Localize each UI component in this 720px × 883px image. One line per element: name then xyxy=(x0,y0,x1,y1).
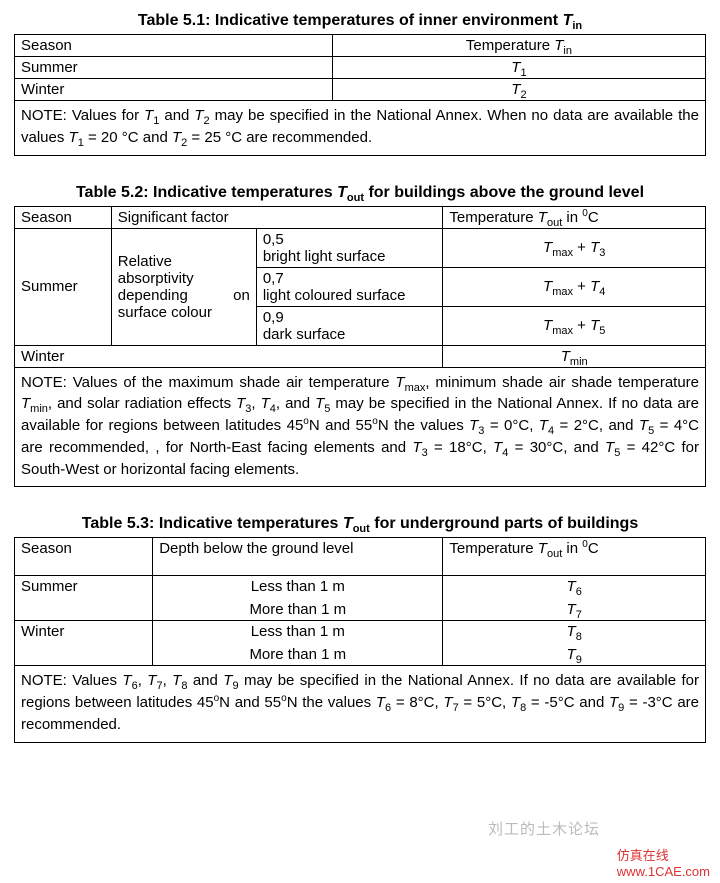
t2-v3: Tmax + T5 xyxy=(443,306,706,345)
t3-d2: Less than 1 m More than 1 m xyxy=(153,621,443,666)
t2-r2: 0,7light coloured surface xyxy=(256,267,443,306)
table2-title: Table 5.2: Indicative temperatures Tout … xyxy=(14,184,706,202)
t3-v2: T8 T9 xyxy=(443,621,706,666)
t2-r3: 0,9dark surface xyxy=(256,306,443,345)
t2-note: NOTE: Values of the maximum shade air te… xyxy=(15,367,706,487)
t1-h1: Season xyxy=(15,35,333,57)
table1-title: Table 5.1: Indicative temperatures of in… xyxy=(14,12,706,30)
t2-r1: 0,5bright light surface xyxy=(256,228,443,267)
t1-note: NOTE: Values for T1 and T2 may be specif… xyxy=(15,101,706,156)
t3-h2: Depth below the ground level xyxy=(153,538,443,576)
t2-summer: Summer xyxy=(15,228,112,345)
watermark-gray: 刘工的土木论坛 xyxy=(488,818,600,839)
t3-winter: Winter xyxy=(15,621,153,666)
t2-v2: Tmax + T4 xyxy=(443,267,706,306)
table2: Season Significant factor Temperature To… xyxy=(14,206,706,488)
t3-v1: T6 T7 xyxy=(443,576,706,621)
t3-h1: Season xyxy=(15,538,153,576)
t1-r1c1: Summer xyxy=(15,57,333,79)
table3: Season Depth below the ground level Temp… xyxy=(14,537,706,742)
t1-r2c1: Winter xyxy=(15,79,333,101)
t3-note: NOTE: Values T6, T7, T8 and T9 may be sp… xyxy=(15,666,706,742)
t1-h2: Temperature Tin xyxy=(332,35,705,57)
t2-vw: Tmin xyxy=(443,345,706,367)
t3-h3: Temperature Tout in 0C xyxy=(443,538,706,576)
t2-h3: Temperature Tout in 0C xyxy=(443,206,706,228)
t3-summer: Summer xyxy=(15,576,153,621)
watermark-red: 仿真在线www.1CAE.com xyxy=(617,845,710,879)
t3-d1: Less than 1 m More than 1 m xyxy=(153,576,443,621)
t2-winter: Winter xyxy=(15,345,443,367)
table1: Season Temperature Tin Summer T1 Winter … xyxy=(14,34,706,156)
t2-h1: Season xyxy=(15,206,112,228)
t1-r1c2: T1 xyxy=(332,57,705,79)
t1-r2c2: T2 xyxy=(332,79,705,101)
t2-h2: Significant factor xyxy=(111,206,443,228)
table3-title: Table 5.3: Indicative temperatures Tout … xyxy=(14,515,706,533)
t2-factor: Relative absorptivity depending on surfa… xyxy=(111,228,256,345)
t2-v1: Tmax + T3 xyxy=(443,228,706,267)
